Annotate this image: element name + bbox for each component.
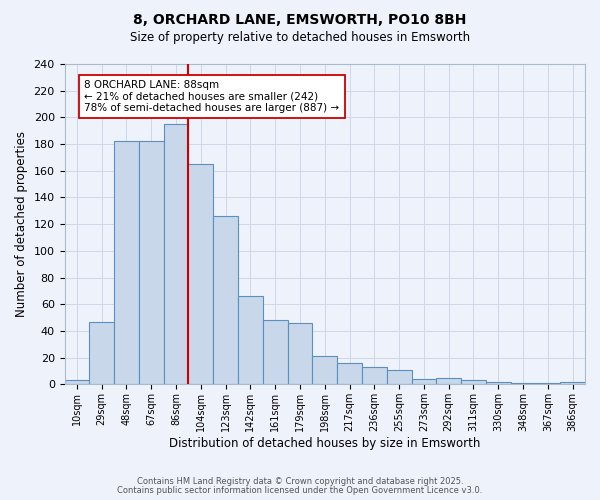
Text: Contains public sector information licensed under the Open Government Licence v3: Contains public sector information licen… xyxy=(118,486,482,495)
Bar xyxy=(511,383,535,384)
Bar xyxy=(412,379,436,384)
Bar xyxy=(535,383,560,384)
Bar xyxy=(164,124,188,384)
Bar xyxy=(213,216,238,384)
Bar xyxy=(188,164,213,384)
Bar xyxy=(263,320,287,384)
Bar xyxy=(139,142,164,384)
Bar xyxy=(313,356,337,384)
Text: Contains HM Land Registry data © Crown copyright and database right 2025.: Contains HM Land Registry data © Crown c… xyxy=(137,477,463,486)
Text: Size of property relative to detached houses in Emsworth: Size of property relative to detached ho… xyxy=(130,31,470,44)
Y-axis label: Number of detached properties: Number of detached properties xyxy=(15,131,28,317)
Bar xyxy=(387,370,412,384)
Bar xyxy=(560,382,585,384)
Bar xyxy=(461,380,486,384)
Bar xyxy=(89,322,114,384)
Text: 8 ORCHARD LANE: 88sqm
← 21% of detached houses are smaller (242)
78% of semi-det: 8 ORCHARD LANE: 88sqm ← 21% of detached … xyxy=(85,80,340,113)
Bar xyxy=(362,367,387,384)
X-axis label: Distribution of detached houses by size in Emsworth: Distribution of detached houses by size … xyxy=(169,437,481,450)
Bar xyxy=(486,382,511,384)
Bar xyxy=(238,296,263,384)
Bar xyxy=(436,378,461,384)
Bar xyxy=(287,323,313,384)
Bar xyxy=(114,142,139,384)
Text: 8, ORCHARD LANE, EMSWORTH, PO10 8BH: 8, ORCHARD LANE, EMSWORTH, PO10 8BH xyxy=(133,12,467,26)
Bar xyxy=(65,380,89,384)
Bar xyxy=(337,363,362,384)
